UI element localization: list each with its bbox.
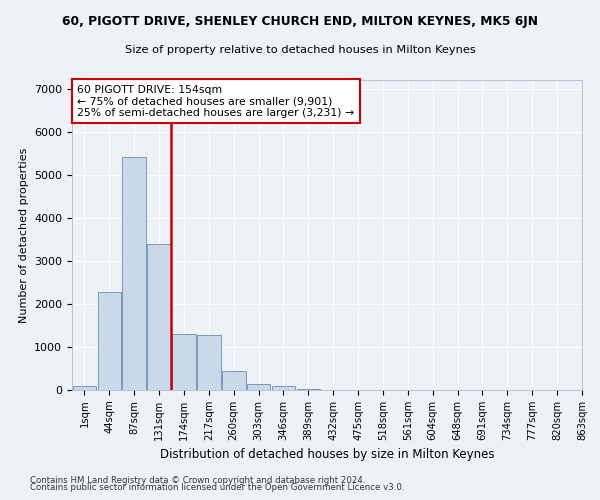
Bar bbox=[122, 156, 146, 390]
Bar bbox=[73, 386, 96, 390]
Y-axis label: Number of detached properties: Number of detached properties bbox=[19, 148, 29, 322]
Bar bbox=[272, 386, 295, 390]
Text: 60 PIGOTT DRIVE: 154sqm
← 75% of detached houses are smaller (9,901)
25% of semi: 60 PIGOTT DRIVE: 154sqm ← 75% of detache… bbox=[77, 84, 354, 118]
Text: Contains HM Land Registry data © Crown copyright and database right 2024.: Contains HM Land Registry data © Crown c… bbox=[30, 476, 365, 485]
Bar bbox=[97, 292, 121, 390]
Bar bbox=[222, 370, 245, 390]
Bar bbox=[147, 244, 171, 390]
X-axis label: Distribution of detached houses by size in Milton Keynes: Distribution of detached houses by size … bbox=[160, 448, 494, 462]
Bar bbox=[197, 335, 221, 390]
Text: 60, PIGOTT DRIVE, SHENLEY CHURCH END, MILTON KEYNES, MK5 6JN: 60, PIGOTT DRIVE, SHENLEY CHURCH END, MI… bbox=[62, 15, 538, 28]
Text: Contains public sector information licensed under the Open Government Licence v3: Contains public sector information licen… bbox=[30, 484, 404, 492]
Bar bbox=[172, 334, 196, 390]
Bar bbox=[296, 388, 320, 390]
Text: Size of property relative to detached houses in Milton Keynes: Size of property relative to detached ho… bbox=[125, 45, 475, 55]
Bar bbox=[247, 384, 271, 390]
